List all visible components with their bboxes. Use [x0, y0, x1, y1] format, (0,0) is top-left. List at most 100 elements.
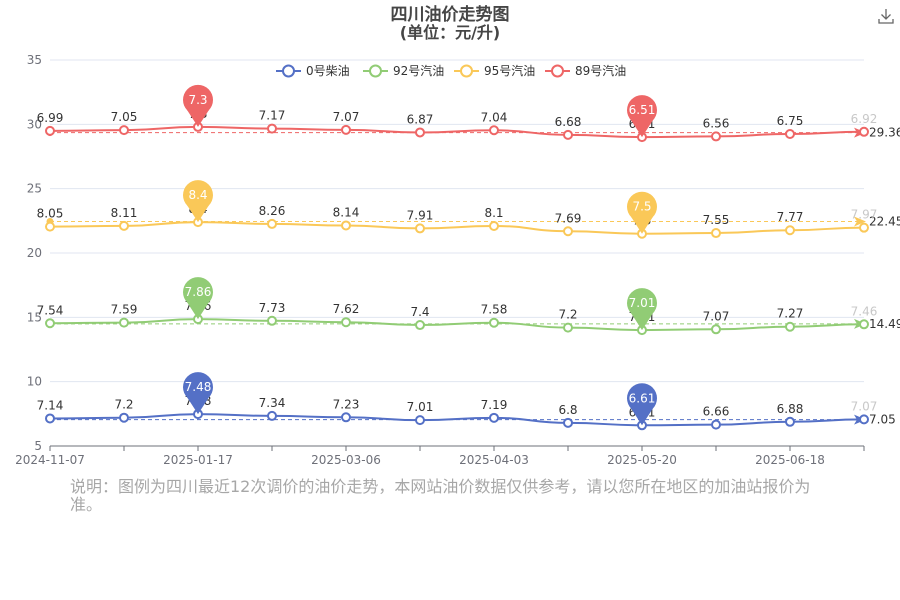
data-label: 7.46 — [851, 304, 878, 318]
legend-marker — [460, 64, 473, 78]
data-label: 7.23 — [333, 397, 360, 411]
data-point — [45, 318, 55, 329]
data-label: 7.2 — [558, 308, 577, 322]
download-icon[interactable] — [876, 6, 896, 26]
average-label: 29.36 — [869, 126, 900, 140]
max-pin: 8.4 — [183, 180, 213, 223]
average-label: 14.49 — [869, 317, 900, 331]
data-point — [341, 412, 351, 423]
data-point — [563, 129, 573, 140]
data-point — [785, 225, 795, 236]
data-label: 8.11 — [111, 206, 138, 220]
data-point — [859, 414, 869, 425]
data-point — [267, 218, 277, 229]
data-point — [267, 315, 277, 326]
legend-label: 95号汽油 — [484, 63, 535, 78]
x-tick-label: 2024-11-07 — [15, 453, 85, 467]
data-label: 6.66 — [703, 405, 730, 419]
data-point — [341, 220, 351, 231]
data-label: 7.27 — [777, 307, 804, 321]
data-label: 6.99 — [37, 111, 64, 125]
series-group: 14.49 7.54 7.59 7.86 7.73 7.62 7.4 7.58 7.2 7.01 7… — [37, 277, 900, 336]
min-pin: 6.51 — [627, 95, 657, 138]
data-point — [341, 124, 351, 135]
pin-tail — [631, 408, 653, 426]
pin-head — [183, 372, 213, 403]
data-point — [785, 321, 795, 332]
legend-item: 95号汽油 — [454, 63, 535, 78]
pin-head — [183, 277, 213, 308]
data-label: 8.14 — [333, 205, 360, 219]
data-point — [489, 317, 499, 328]
data-point — [711, 131, 721, 142]
data-label: 7.4 — [410, 305, 429, 319]
legend-marker — [369, 64, 382, 78]
y-tick-label: 10 — [27, 375, 42, 389]
data-label: 7.05 — [111, 110, 138, 124]
legend-label: 0号柴油 — [306, 64, 350, 78]
average-arrow — [854, 216, 866, 227]
pin-head — [627, 383, 657, 414]
data-label: 8.05 — [37, 207, 64, 221]
series-line — [49, 221, 865, 235]
data-label: 7.69 — [555, 211, 582, 225]
series-group: 7.05 7.14 7.2 7.48 7.34 7.23 7.01 7.19 6.8 6.61 6.… — [37, 372, 896, 431]
pin-tail — [631, 120, 653, 138]
data-point — [119, 220, 129, 231]
legend-marker — [282, 64, 295, 78]
data-label: 6.92 — [851, 112, 878, 126]
data-label: 6.56 — [703, 116, 730, 130]
pin-head — [627, 191, 657, 222]
data-point — [45, 125, 55, 136]
data-label: 6.8 — [558, 403, 577, 417]
pin-label: 7.01 — [629, 296, 656, 310]
min-pin: 7.5 — [627, 191, 657, 234]
data-label: 6.68 — [555, 115, 582, 129]
data-point — [859, 126, 869, 137]
data-label: 7.07 — [333, 110, 360, 124]
data-label: 7.14 — [37, 398, 64, 412]
data-label: 6.87 — [407, 112, 434, 126]
data-point — [341, 317, 351, 328]
pin-label: 7.86 — [185, 285, 212, 299]
x-tick-label: 2025-05-20 — [607, 453, 677, 467]
pin-head — [627, 95, 657, 126]
x-tick-label: 2025-01-17 — [163, 453, 233, 467]
data-point — [415, 127, 425, 138]
pin-tail — [187, 205, 209, 223]
data-point — [563, 226, 573, 237]
chart-note: 说明：图例为四川最近12次调价的油价走势，本网站油价数据仅供参考，请以您所在地区… — [70, 477, 811, 514]
data-point — [119, 317, 129, 328]
data-point — [785, 128, 795, 139]
min-pin: 6.61 — [627, 383, 657, 426]
data-point — [415, 415, 425, 426]
pin-label: 6.61 — [629, 391, 656, 405]
data-label: 8.1 — [484, 206, 503, 220]
pin-label: 7.5 — [632, 200, 651, 214]
y-tick-label: 25 — [27, 182, 42, 196]
legend-item: 89号汽油 — [545, 63, 626, 78]
data-point — [859, 319, 869, 330]
data-label: 6.88 — [777, 402, 804, 416]
y-tick-label: 20 — [27, 246, 42, 260]
data-label: 7.55 — [703, 213, 730, 227]
data-label: 6.75 — [777, 114, 804, 128]
chart-title: 四川油价走势图 — [391, 4, 510, 25]
legend-item: 92号汽油 — [363, 63, 444, 78]
pin-label: 7.48 — [185, 380, 212, 394]
pin-label: 8.4 — [188, 188, 207, 202]
data-point — [711, 419, 721, 430]
legend-label: 92号汽油 — [393, 63, 444, 78]
data-label: 8.26 — [259, 204, 286, 218]
max-pin: 7.86 — [183, 277, 213, 320]
data-point — [785, 416, 795, 427]
x-tick-label: 2025-04-03 — [459, 453, 529, 467]
data-point — [563, 417, 573, 428]
series-line — [49, 413, 865, 427]
data-point — [489, 412, 499, 423]
pin-head — [183, 84, 213, 115]
max-pin: 7.48 — [183, 372, 213, 415]
x-tick-label: 2025-03-06 — [311, 453, 381, 467]
pin-tail — [631, 313, 653, 331]
